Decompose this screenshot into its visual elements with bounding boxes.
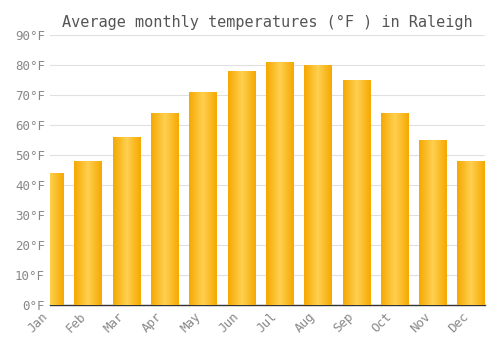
Title: Average monthly temperatures (°F ) in Raleigh: Average monthly temperatures (°F ) in Ra… [62,15,472,30]
